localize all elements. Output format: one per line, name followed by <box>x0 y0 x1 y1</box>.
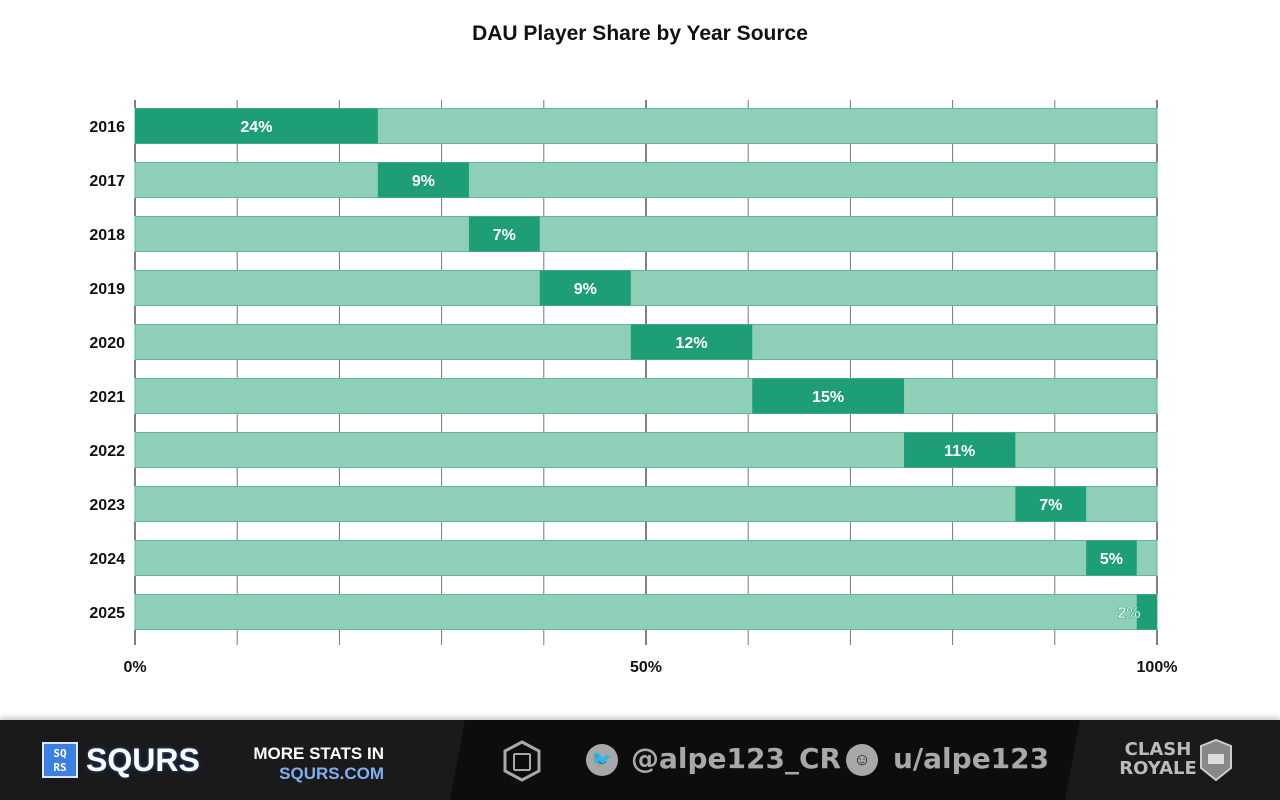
footer: SQ RS SQURS MORE STATS IN SQURS.COM 🐦 @al… <box>0 720 1280 800</box>
clash-royale-logo: CLASH ROYALE <box>1119 739 1197 779</box>
bar-segment <box>904 432 1016 468</box>
logo-box-text: RS <box>53 761 67 774</box>
bar-segment <box>468 216 540 252</box>
bar-track <box>134 270 1158 306</box>
data-label: 2% <box>1117 605 1140 622</box>
bar-segment <box>1015 486 1087 522</box>
y-tick-label: 2024 <box>89 551 125 568</box>
bar-segment <box>135 108 378 144</box>
bar-segment <box>539 270 631 306</box>
footer-dark-band <box>450 720 1080 800</box>
twitter-handle[interactable]: @alpe123_CR <box>631 742 842 775</box>
bar-segment <box>1136 594 1157 630</box>
bar-chart: 24% 2016 9% 2017 7% 2018 9% 2019 12% 2020 15% 2021 1… <box>89 100 1178 676</box>
data-label: 12% <box>676 335 708 352</box>
data-label: 11% <box>944 443 975 460</box>
x-tick-label: 0% <box>123 659 146 676</box>
y-tick-label: 2023 <box>89 497 125 514</box>
bar-segment <box>630 324 753 360</box>
data-label: 15% <box>812 389 844 406</box>
squrs-logo-icon: SQ RS <box>42 742 78 778</box>
more-stats-label: MORE STATS IN <box>253 744 384 763</box>
data-label: 9% <box>412 173 435 190</box>
y-tick-label: 2017 <box>89 173 125 190</box>
data-label: 7% <box>1039 497 1062 514</box>
y-tick-label: 2021 <box>89 389 125 406</box>
bar-segment <box>1086 540 1137 576</box>
y-tick-label: 2018 <box>89 227 125 244</box>
bar-track <box>134 162 1158 198</box>
y-tick-label: 2022 <box>89 443 125 460</box>
bar-track <box>134 216 1158 252</box>
crown-shield-icon <box>1200 738 1232 782</box>
reddit-handle[interactable]: u/alpe123 <box>893 742 1050 775</box>
squrs-logo-icon <box>503 740 541 782</box>
data-label: 9% <box>574 281 597 298</box>
bar-segment <box>377 162 469 198</box>
data-label: 7% <box>493 227 516 244</box>
x-tick-label: 100% <box>1137 659 1178 676</box>
site-link[interactable]: SQURS.COM <box>279 764 384 783</box>
bar-track <box>134 486 1158 522</box>
bar-track <box>134 540 1158 576</box>
y-tick-label: 2016 <box>89 119 125 136</box>
x-tick-label: 50% <box>630 659 662 676</box>
data-label: 5% <box>1100 551 1123 568</box>
y-tick-label: 2025 <box>89 605 125 622</box>
y-tick-label: 2020 <box>89 335 125 352</box>
twitter-icon: 🐦 <box>586 744 618 776</box>
brand-name: SQURS <box>86 742 200 778</box>
bar-track <box>134 378 1158 414</box>
y-tick-label: 2019 <box>89 281 125 298</box>
data-label: 24% <box>240 119 272 136</box>
chart-title: DAU Player Share by Year Source <box>472 22 808 45</box>
bar-segment <box>752 378 905 414</box>
reddit-icon: ☺ <box>846 744 878 776</box>
logo-box-text: SQ <box>53 747 67 760</box>
bar-track <box>134 594 1158 630</box>
